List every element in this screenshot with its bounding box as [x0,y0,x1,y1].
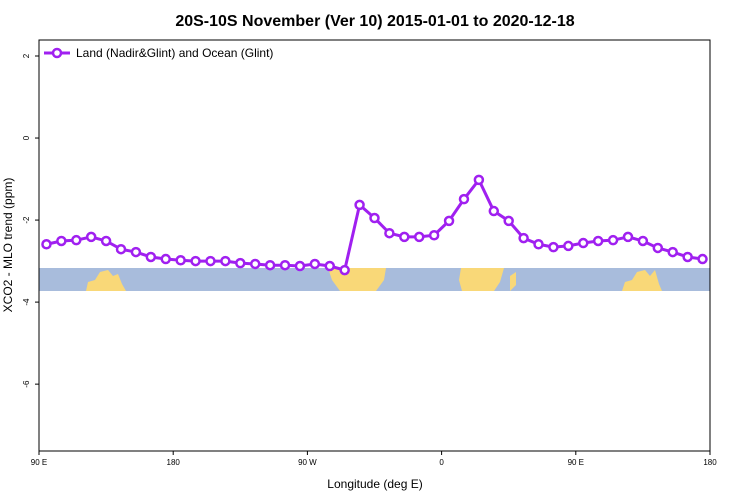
x-tick-label: 180 [167,458,181,467]
x-tick-label: 90 W [298,458,317,467]
point [294,260,306,272]
point [100,235,112,247]
point [235,257,246,269]
point [264,259,276,271]
point [607,234,619,246]
point [160,253,171,265]
y-tick-label: -6 [22,380,31,388]
point [41,239,52,250]
x-tick-label: 180 [703,458,717,467]
y-tick-label: 0 [22,135,31,140]
legend: Land (Nadir&Glint) and Ocean (Glint) [44,46,273,60]
plot-frame [38,39,711,452]
point [578,237,589,249]
point [220,255,231,267]
point [413,231,425,243]
point [533,239,544,250]
point [697,253,708,265]
x-tick-label: 0 [439,458,444,467]
point [682,251,693,263]
point [354,199,365,211]
point [548,241,559,253]
point [279,259,291,271]
point [249,258,261,270]
point [324,260,336,272]
point [339,264,350,276]
point [399,231,410,243]
x-tick-label: 90 E [568,458,584,467]
y-tick-label: -2 [22,216,31,224]
point [130,246,142,258]
point [443,215,455,227]
point [205,255,216,267]
map-strip [39,268,710,291]
point [458,193,470,205]
x-axis-label: Longitude (deg E) [327,477,422,491]
point [637,235,649,247]
y-tick-label: 2 [22,53,31,58]
point [384,227,395,239]
point [518,232,529,244]
point [85,231,97,243]
point [145,251,157,263]
point [428,229,440,241]
point [190,255,201,267]
y-tick-label: -4 [22,298,31,306]
legend-label: Land (Nadir&Glint) and Ocean (Glint) [76,46,273,60]
point [473,174,485,186]
point [503,215,514,227]
point [369,212,380,224]
point [488,205,500,217]
series-line [46,177,703,272]
chart-title: 20S-10S November (Ver 10) 2015-01-01 to … [175,13,574,30]
point [563,240,574,252]
point [71,234,82,246]
legend-marker [51,47,63,59]
point [652,242,664,254]
point [667,246,678,258]
point [56,235,67,247]
point [592,235,604,247]
point [115,243,127,255]
x-tick-label: 90 E [31,458,47,467]
point [309,258,321,270]
point [175,255,186,266]
point [622,231,634,243]
y-axis-label: XCO2 - MLO trend (ppm) [1,178,15,313]
